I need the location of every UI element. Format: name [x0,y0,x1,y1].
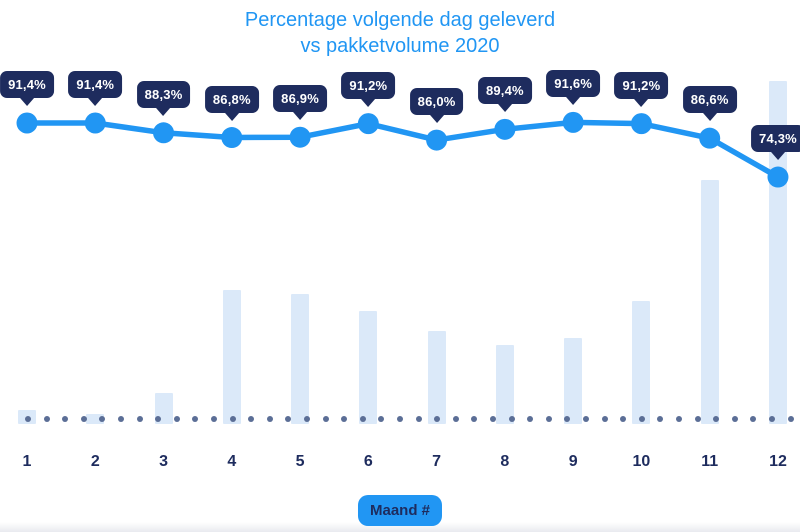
x-axis-label: 5 [295,453,305,470]
x-axis-title-badge: Maand # [357,495,443,526]
baseline-dot [657,415,664,422]
x-axis-label: 9 [568,453,578,470]
volume-bar [86,413,105,424]
chart-title-line1: Percentage volgende dag geleverd [244,9,556,31]
value-tooltip: 91,2% [341,71,396,99]
data-point-marker [426,129,448,151]
volume-bar [291,293,310,424]
baseline-dot [285,415,292,422]
baseline-dot [43,415,50,422]
baseline-dot [750,415,757,422]
x-axis-label: 6 [363,453,373,470]
baseline-dot [211,415,217,422]
data-point-marker [699,127,721,149]
volume-bar [495,345,514,424]
baseline-dot [155,415,162,422]
volume-bar [632,300,651,424]
baseline-dot [434,415,441,422]
x-axis-label: 10 [632,453,651,470]
value-tooltip: 91,4% [0,71,54,98]
chart-title-line2: vs pakketvolume 2020 [300,35,500,57]
baseline-dot [118,415,124,422]
data-point-marker [494,118,516,140]
baseline-dot [638,415,645,422]
baseline-dot [527,415,534,422]
baseline-dot [620,415,627,422]
x-axis-label: 2 [90,453,100,470]
volume-bar [700,180,719,424]
x-axis-label: 4 [227,453,237,470]
x-axis-label: 1 [22,453,32,470]
baseline-dot [136,415,143,422]
baseline-dot [304,415,310,422]
x-axis-label: 12 [769,453,787,470]
baseline-dot [452,415,459,422]
baseline-dot [248,415,255,422]
baseline-dot [173,415,180,422]
baseline-dot [676,415,682,422]
volume-bar [222,290,241,424]
data-point-marker [84,112,106,134]
baseline-dot [25,415,31,422]
value-tooltip: 88,3% [136,80,191,108]
value-tooltip: 91,4% [68,71,123,98]
baseline-dot [359,415,366,422]
value-tooltip: 86,8% [204,85,259,113]
volume-bar [564,338,583,424]
x-axis-label: 7 [432,453,442,470]
x-axis-label: 8 [500,453,510,470]
baseline-dot [508,415,515,422]
x-axis-label: 11 [701,453,719,470]
baseline-dot [378,415,385,422]
value-tooltip: 91,6% [546,70,601,98]
volume-bar [427,331,446,424]
value-tooltip: 86,6% [682,86,737,114]
baseline-dot [769,415,775,422]
baseline-dot [99,415,106,422]
baseline-dot [787,415,794,422]
x-axis-label: 3 [159,453,168,470]
baseline-dot [545,415,552,422]
value-tooltip: 89,4% [477,77,532,105]
trend-polyline [24,119,781,180]
bottom-section-edge [0,522,800,532]
value-tooltip: 91,2% [614,71,669,99]
baseline-dot [397,415,403,422]
data-point-marker [357,113,379,135]
baseline-dot [471,415,478,422]
baseline-dot [694,415,701,422]
chart-title: Percentage volgende dag geleverd vs pakk… [0,7,800,59]
value-tooltip: 86,0% [409,88,464,116]
baseline-dot [322,415,329,422]
baseline-dot [341,415,348,422]
baseline-dot [490,415,496,422]
baseline-dot [62,415,69,422]
baseline-dot [583,415,589,422]
data-point-marker [630,113,652,135]
baseline-dot [229,415,236,422]
baseline-dot [80,415,87,422]
value-tooltip: 74,3% [751,125,800,153]
data-point-marker [562,111,584,133]
baseline-dot [564,415,571,422]
baseline-dot [415,415,422,422]
value-tooltip: 86,9% [273,85,328,113]
baseline-dot [731,415,738,422]
data-point-marker [16,112,38,134]
baseline-dot [601,415,608,422]
data-point-marker [289,126,311,148]
baseline-dot [713,415,720,422]
baseline-dot [266,415,273,422]
data-point-marker [221,127,243,149]
baseline-dot [192,415,199,422]
volume-bar [359,310,378,424]
data-point-marker [153,122,175,144]
